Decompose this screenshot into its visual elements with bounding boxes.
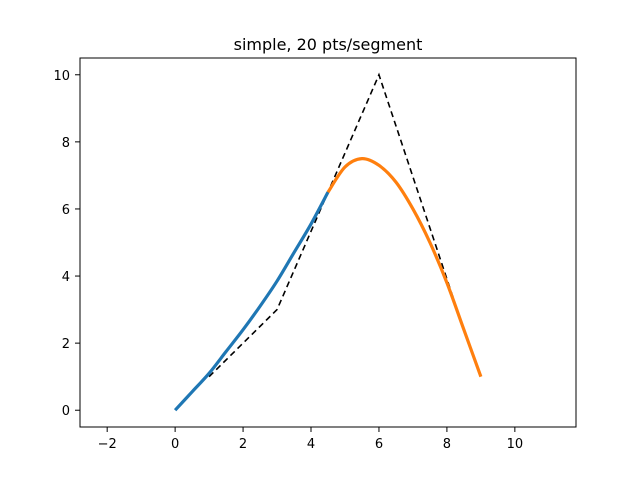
y-tick-label: 4	[62, 270, 70, 285]
y-tick-label: 0	[62, 404, 70, 419]
x-tick-label: 0	[171, 437, 179, 452]
blue-curve-segment	[173, 191, 330, 412]
y-tick-label: 10	[53, 69, 70, 84]
series-layer	[173, 72, 483, 412]
x-tick-label: 10	[507, 437, 524, 452]
y-tick-label: 2	[62, 337, 70, 352]
dashed-control-polygon	[208, 72, 458, 378]
orange-curve-segment	[326, 157, 483, 378]
y-tick-label: 8	[62, 136, 70, 151]
x-tick-label: 8	[443, 437, 451, 452]
x-tick-label: 4	[307, 437, 315, 452]
y-ticks: 0 2 4 6 8 10	[53, 69, 80, 419]
chart-title: simple, 20 pts/segment	[234, 35, 423, 54]
x-tick-label: −2	[98, 437, 117, 452]
x-ticks: −2 0 2 4 6 8 10	[98, 427, 524, 452]
plot-area	[79, 57, 577, 428]
x-tick-label: 2	[239, 437, 247, 452]
y-tick-label: 6	[62, 203, 70, 218]
x-tick-label: 6	[375, 437, 383, 452]
